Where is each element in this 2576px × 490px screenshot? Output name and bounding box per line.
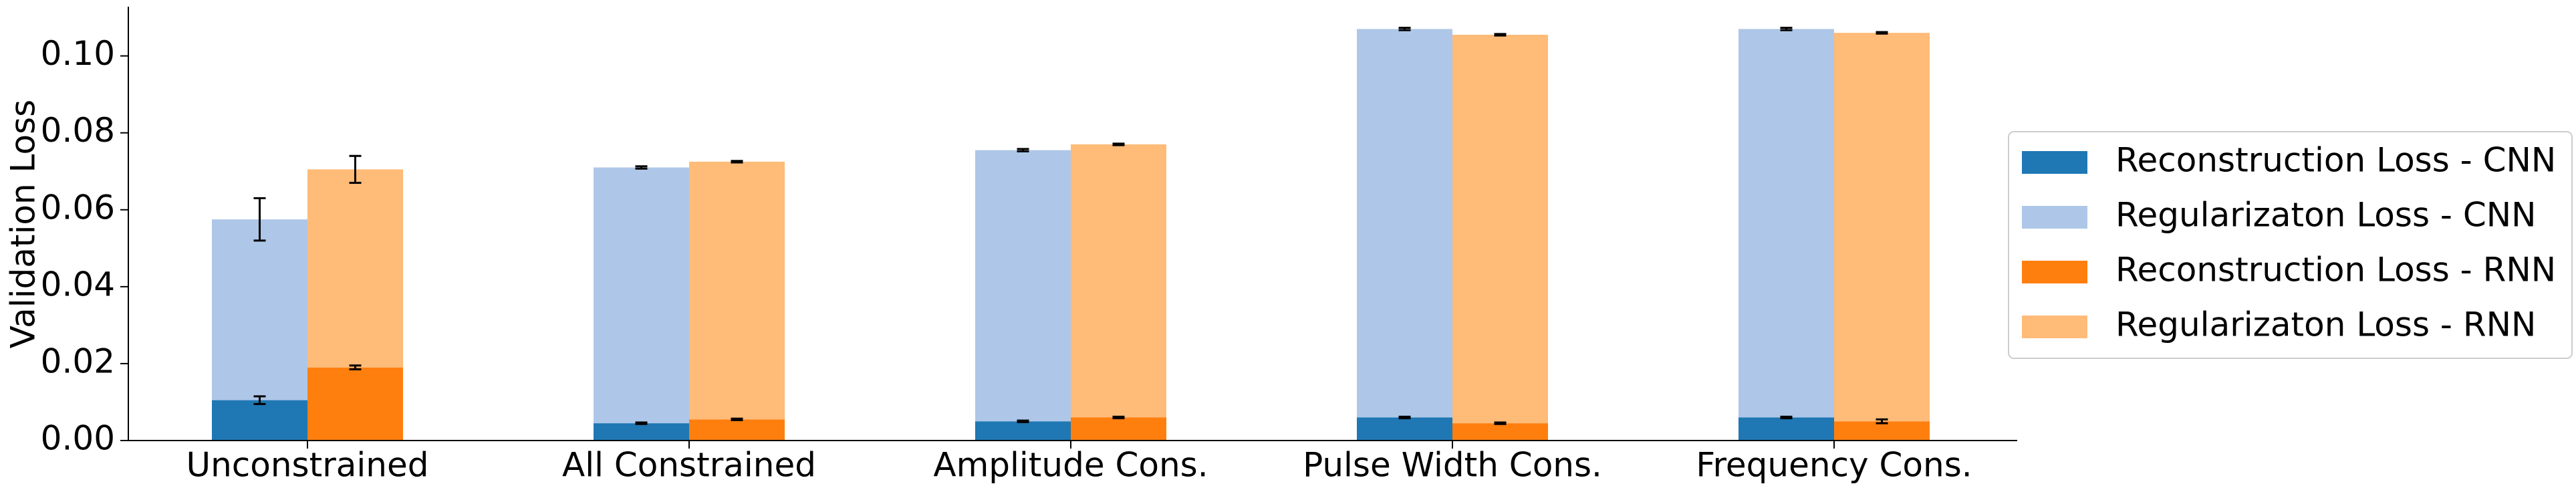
x-tick-label: Amplitude Cons. (933, 446, 1208, 485)
error-bar (1494, 421, 1507, 425)
bar-segment (1452, 423, 1548, 441)
bar-segment (212, 219, 307, 400)
legend-label: Regularizaton Loss - CNN (2115, 196, 2537, 235)
error-bar (1398, 27, 1411, 31)
y-tick-label: 0.00 (41, 419, 115, 458)
x-tick-label: Frequency Cons. (1696, 446, 1972, 485)
y-tick-label: 0.06 (41, 188, 115, 227)
bar-segment (1071, 144, 1166, 418)
bar-segment (1452, 35, 1548, 424)
bar-segment (1357, 417, 1452, 441)
bar-segment (212, 400, 307, 441)
error-bar (349, 154, 362, 185)
legend-label: Reconstruction Loss - CNN (2115, 141, 2556, 180)
error-bar (349, 364, 362, 371)
error-bar (1494, 33, 1507, 37)
y-tick-label: 0.04 (41, 265, 115, 303)
bar-segment (1834, 33, 1930, 422)
bar-segment (594, 167, 689, 424)
error-bar (635, 421, 648, 425)
error-bar (1780, 27, 1793, 31)
bar-segment (307, 367, 403, 441)
bar-segment (975, 150, 1071, 422)
bar-segment (594, 423, 689, 441)
legend-swatch (2022, 206, 2087, 229)
legend-swatch (2022, 151, 2087, 174)
bar-segment (1071, 417, 1166, 441)
bar-segment (1738, 417, 1834, 441)
error-bar (253, 395, 266, 405)
y-tick-label: 0.08 (41, 111, 115, 150)
bar-segment (1834, 421, 1930, 441)
y-axis-label: Validation Loss (4, 100, 43, 348)
error-bar (1017, 148, 1029, 152)
error-bar (1398, 415, 1411, 420)
error-bar (731, 417, 743, 422)
error-bar (731, 160, 743, 164)
error-bar (635, 165, 648, 170)
x-tick-label: Pulse Width Cons. (1303, 446, 1602, 485)
bar-segment (975, 421, 1071, 441)
error-bar (253, 197, 266, 242)
error-bar (1112, 415, 1125, 420)
bar-segment (307, 169, 403, 368)
legend-swatch (2022, 316, 2087, 338)
x-tick-label: All Constrained (562, 446, 816, 485)
y-tick-label: 0.02 (41, 342, 115, 380)
error-bar (1112, 142, 1125, 146)
error-bar (1780, 415, 1793, 420)
legend-swatch (2022, 261, 2087, 283)
legend-label: Reconstruction Loss - RNN (2115, 251, 2556, 289)
bar-segment (689, 419, 785, 441)
x-tick-label: Unconstrained (186, 446, 429, 485)
legend-label: Regularizaton Loss - RNN (2115, 305, 2536, 344)
error-bar (1876, 418, 1888, 424)
y-tick-label: 0.10 (41, 34, 115, 73)
bar-segment (1357, 29, 1452, 418)
error-bar (1017, 419, 1029, 423)
bar-segment (1738, 29, 1834, 418)
bar-segment (689, 161, 785, 420)
error-bar (1876, 31, 1888, 35)
legend-box (2008, 131, 2573, 359)
